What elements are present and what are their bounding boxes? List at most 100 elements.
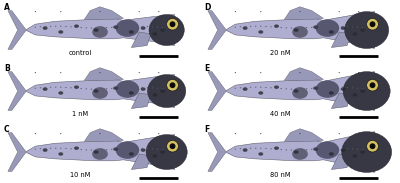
Ellipse shape: [113, 86, 118, 90]
Ellipse shape: [311, 27, 312, 28]
Ellipse shape: [170, 82, 176, 88]
Ellipse shape: [367, 140, 378, 152]
Ellipse shape: [50, 26, 51, 27]
Ellipse shape: [74, 24, 79, 28]
Polygon shape: [284, 129, 324, 141]
Ellipse shape: [50, 87, 51, 88]
Ellipse shape: [336, 26, 338, 27]
Ellipse shape: [301, 150, 302, 151]
Ellipse shape: [280, 88, 282, 89]
Ellipse shape: [60, 26, 62, 27]
Ellipse shape: [162, 88, 164, 89]
Ellipse shape: [270, 87, 272, 88]
Ellipse shape: [126, 26, 128, 27]
Ellipse shape: [306, 27, 307, 28]
Ellipse shape: [167, 88, 168, 89]
Ellipse shape: [294, 89, 298, 93]
Text: C: C: [4, 125, 10, 134]
Polygon shape: [26, 74, 174, 108]
Polygon shape: [331, 32, 351, 48]
Ellipse shape: [152, 32, 157, 36]
Ellipse shape: [76, 27, 77, 28]
Ellipse shape: [167, 27, 168, 29]
Ellipse shape: [341, 26, 346, 30]
Text: F: F: [204, 125, 209, 134]
Ellipse shape: [92, 148, 108, 160]
Polygon shape: [84, 7, 124, 19]
Ellipse shape: [357, 149, 358, 150]
Text: control: control: [69, 50, 92, 56]
Polygon shape: [226, 72, 374, 111]
Ellipse shape: [147, 87, 148, 88]
Ellipse shape: [245, 148, 246, 149]
Ellipse shape: [45, 87, 46, 88]
Ellipse shape: [260, 148, 262, 149]
Polygon shape: [84, 129, 124, 141]
Ellipse shape: [286, 149, 287, 150]
Ellipse shape: [136, 148, 138, 149]
Ellipse shape: [45, 26, 46, 27]
Ellipse shape: [326, 148, 328, 149]
Ellipse shape: [296, 150, 297, 151]
Polygon shape: [208, 11, 226, 49]
Ellipse shape: [91, 27, 92, 29]
Ellipse shape: [291, 27, 292, 29]
Ellipse shape: [157, 88, 158, 89]
Ellipse shape: [347, 87, 348, 88]
Ellipse shape: [286, 27, 287, 28]
Ellipse shape: [352, 93, 357, 97]
Ellipse shape: [74, 146, 79, 150]
Ellipse shape: [35, 149, 36, 150]
Ellipse shape: [313, 147, 318, 151]
Ellipse shape: [142, 87, 143, 88]
Ellipse shape: [250, 148, 251, 149]
Ellipse shape: [45, 148, 46, 149]
Ellipse shape: [80, 27, 82, 28]
Ellipse shape: [50, 148, 51, 149]
Ellipse shape: [313, 86, 318, 90]
Ellipse shape: [240, 87, 241, 88]
Ellipse shape: [116, 87, 118, 89]
Ellipse shape: [111, 88, 112, 89]
Ellipse shape: [341, 148, 346, 152]
Ellipse shape: [113, 147, 118, 151]
Ellipse shape: [172, 150, 174, 151]
Polygon shape: [331, 93, 351, 109]
Ellipse shape: [250, 26, 251, 27]
Ellipse shape: [270, 148, 272, 149]
Ellipse shape: [96, 28, 97, 29]
Ellipse shape: [80, 88, 82, 89]
Ellipse shape: [332, 26, 333, 27]
Ellipse shape: [116, 141, 139, 159]
Ellipse shape: [265, 26, 266, 27]
Ellipse shape: [58, 91, 63, 95]
Ellipse shape: [362, 149, 364, 150]
Ellipse shape: [129, 152, 134, 156]
Ellipse shape: [347, 26, 348, 27]
Ellipse shape: [301, 27, 302, 29]
Ellipse shape: [116, 19, 139, 37]
Ellipse shape: [352, 154, 357, 158]
Ellipse shape: [141, 148, 146, 152]
Ellipse shape: [43, 148, 48, 152]
Ellipse shape: [55, 87, 56, 88]
Polygon shape: [208, 72, 226, 111]
Ellipse shape: [148, 74, 186, 108]
Ellipse shape: [94, 89, 98, 93]
Polygon shape: [26, 135, 174, 169]
Ellipse shape: [35, 27, 36, 28]
Ellipse shape: [157, 149, 158, 150]
Polygon shape: [131, 93, 151, 109]
Ellipse shape: [347, 148, 348, 149]
Polygon shape: [84, 68, 124, 80]
Ellipse shape: [70, 26, 72, 27]
Ellipse shape: [342, 26, 343, 27]
Ellipse shape: [65, 87, 66, 88]
Ellipse shape: [243, 87, 248, 91]
Ellipse shape: [370, 21, 376, 27]
Ellipse shape: [372, 89, 374, 90]
Ellipse shape: [362, 27, 364, 28]
Ellipse shape: [60, 148, 62, 149]
Ellipse shape: [106, 27, 107, 28]
Ellipse shape: [147, 148, 148, 149]
